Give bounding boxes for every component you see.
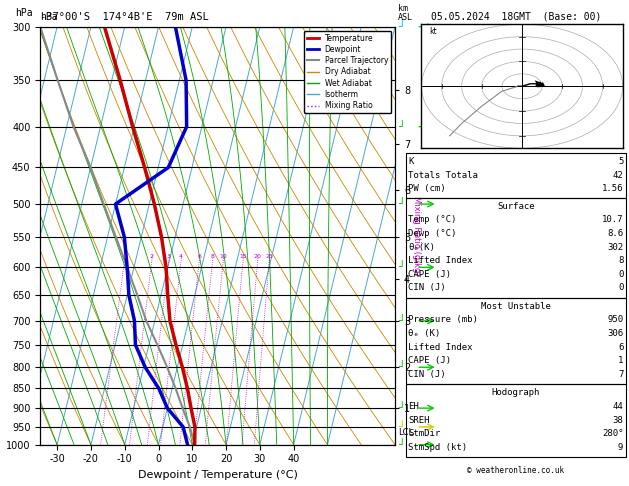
Text: 950: 950	[607, 315, 623, 325]
Text: CAPE (J): CAPE (J)	[408, 356, 451, 365]
Text: 2: 2	[150, 255, 153, 260]
Text: CIN (J): CIN (J)	[408, 370, 446, 379]
Text: Lifted Index: Lifted Index	[408, 343, 473, 352]
Text: 10: 10	[220, 255, 227, 260]
Y-axis label: Mixing Ratio (g/kg): Mixing Ratio (g/kg)	[413, 196, 421, 276]
Text: θₑ(K): θₑ(K)	[408, 243, 435, 252]
Text: Pressure (mb): Pressure (mb)	[408, 315, 478, 325]
Text: ┘: ┘	[398, 316, 405, 326]
Text: 8: 8	[618, 256, 623, 265]
Text: 306: 306	[607, 329, 623, 338]
Text: Most Unstable: Most Unstable	[481, 302, 551, 311]
Text: 8: 8	[211, 255, 214, 260]
Text: ┘: ┘	[398, 362, 405, 372]
Text: θₑ (K): θₑ (K)	[408, 329, 440, 338]
Text: Dewp (°C): Dewp (°C)	[408, 229, 457, 238]
Text: ┘: ┘	[398, 440, 405, 450]
Text: km
ASL: km ASL	[398, 4, 413, 22]
Text: 0: 0	[618, 270, 623, 279]
Text: ┘: ┘	[398, 422, 405, 432]
Text: 6: 6	[618, 343, 623, 352]
Text: 10.7: 10.7	[602, 215, 623, 225]
Text: ┘: ┘	[398, 403, 405, 413]
Text: Surface: Surface	[497, 202, 535, 211]
Text: kt: kt	[430, 27, 437, 36]
Text: 8.6: 8.6	[607, 229, 623, 238]
Text: CIN (J): CIN (J)	[408, 283, 446, 293]
Text: 38: 38	[613, 416, 623, 425]
Text: 302: 302	[607, 243, 623, 252]
Text: 15: 15	[239, 255, 247, 260]
Legend: Temperature, Dewpoint, Parcel Trajectory, Dry Adiabat, Wet Adiabat, Isotherm, Mi: Temperature, Dewpoint, Parcel Trajectory…	[304, 31, 391, 113]
Text: 25: 25	[265, 255, 273, 260]
Text: 44: 44	[613, 402, 623, 411]
Text: 05.05.2024  18GMT  (Base: 00): 05.05.2024 18GMT (Base: 00)	[431, 12, 601, 22]
Text: PW (cm): PW (cm)	[408, 184, 446, 193]
Text: ┘: ┘	[398, 199, 405, 209]
Text: 6: 6	[198, 255, 201, 260]
Text: © weatheronline.co.uk: © weatheronline.co.uk	[467, 466, 564, 475]
Text: 280°: 280°	[602, 429, 623, 438]
Text: 7: 7	[618, 370, 623, 379]
Text: 1: 1	[618, 356, 623, 365]
Text: 0: 0	[618, 283, 623, 293]
Text: StmSpd (kt): StmSpd (kt)	[408, 443, 467, 452]
Text: CAPE (J): CAPE (J)	[408, 270, 451, 279]
Text: ┘: ┘	[398, 22, 405, 32]
Text: 3: 3	[167, 255, 170, 260]
Text: -37°00'S  174°4B'E  79m ASL: -37°00'S 174°4B'E 79m ASL	[40, 12, 209, 22]
Text: ┘: ┘	[398, 122, 405, 132]
Text: StmDir: StmDir	[408, 429, 440, 438]
Text: hPa: hPa	[16, 8, 33, 18]
Text: 1.56: 1.56	[602, 184, 623, 193]
Text: 42: 42	[613, 171, 623, 180]
Text: 1: 1	[123, 255, 126, 260]
Text: 5: 5	[618, 157, 623, 166]
Text: ┘: ┘	[398, 262, 405, 272]
Text: Totals Totala: Totals Totala	[408, 171, 478, 180]
Text: 20: 20	[253, 255, 262, 260]
X-axis label: Dewpoint / Temperature (°C): Dewpoint / Temperature (°C)	[138, 470, 298, 480]
Text: Hodograph: Hodograph	[492, 388, 540, 398]
Text: Lifted Index: Lifted Index	[408, 256, 473, 265]
Text: Temp (°C): Temp (°C)	[408, 215, 457, 225]
Text: 4: 4	[179, 255, 183, 260]
Text: EH: EH	[408, 402, 419, 411]
Text: hPa: hPa	[40, 12, 58, 22]
Text: 9: 9	[618, 443, 623, 452]
Text: K: K	[408, 157, 414, 166]
Text: LCL: LCL	[399, 428, 414, 437]
Text: SREH: SREH	[408, 416, 430, 425]
